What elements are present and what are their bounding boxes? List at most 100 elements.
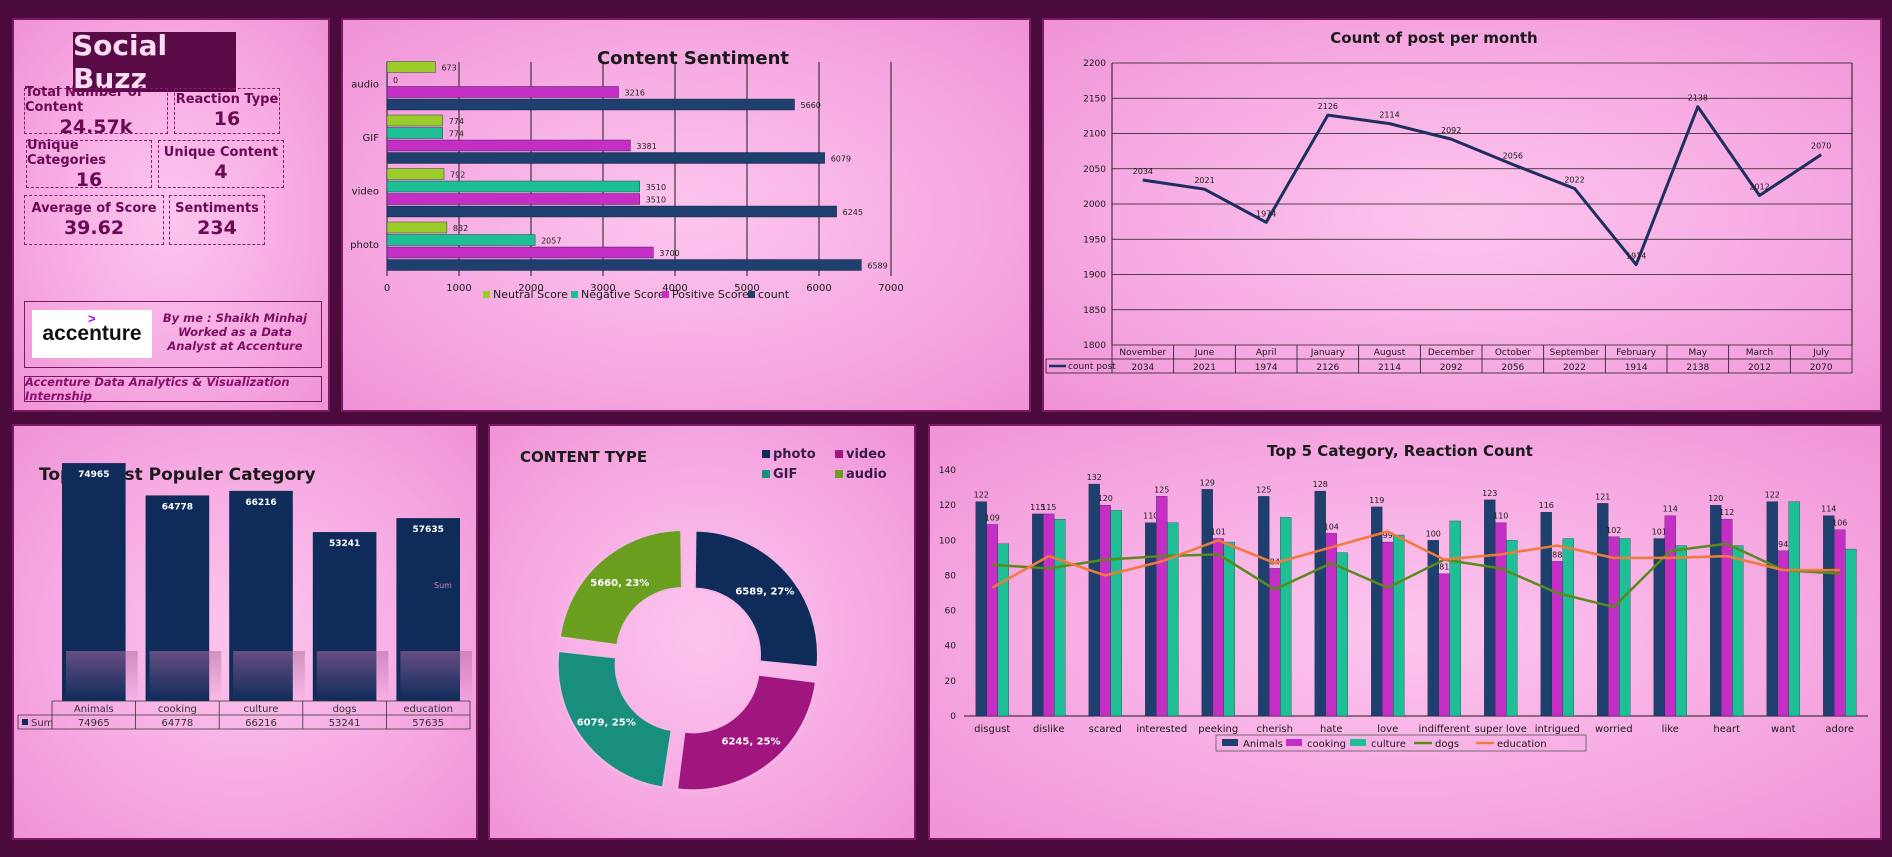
data-label: 774 [449,117,464,126]
legend-swatch [762,450,770,458]
bar-animals [1766,501,1778,717]
bar-culture [1788,501,1800,717]
bar-animals [1371,506,1383,717]
bar-negative-score [386,127,443,139]
bar-negative-score [386,234,536,246]
data-label: 53241 [329,539,360,549]
bar-animals [1484,499,1496,717]
legend-label: photo [773,447,816,462]
legend-box [1215,734,1587,752]
data-label: 774 [449,130,464,139]
x-category-label: hate [1320,724,1343,735]
bar-count [386,152,825,164]
bar-culture [1562,538,1574,717]
data-label: 2022 [1564,175,1584,184]
table-value: 2114 [1378,363,1401,373]
data-label: 116 [1539,501,1554,510]
data-label: 132 [1087,473,1102,482]
bar-cooking [1382,541,1394,717]
x-category-label: dogs [333,704,357,715]
x-category-label: September [1550,348,1600,358]
content-type-chart: CONTENT TYPE 6589, 27% 6245, 25% 6079, 25%… [520,447,887,792]
x-category-label: May [1689,348,1708,358]
kpi-value: 39.62 [63,217,125,239]
bar-neutral-score [386,114,443,127]
bar-shadow [400,651,472,701]
x-category-label: disgust [974,724,1010,735]
bar-animals [1540,512,1552,717]
data-label: 101 [1211,528,1226,537]
legend-swatch [1286,739,1302,746]
data-label: 104 [1324,522,1339,531]
bar-culture [1054,519,1066,717]
data-label: 1914 [1626,252,1646,261]
data-label: 5660, 23% [590,578,649,589]
x-category-label: culture [244,704,279,715]
slice-audio [558,529,683,647]
kpi-label: Total Number of Content [25,84,143,115]
data-label: 100 [1426,529,1441,538]
table-value: 1974 [1255,363,1278,373]
x-category-label: June [1194,348,1215,358]
table-value: 2126 [1316,363,1339,373]
data-label: 128 [1313,480,1328,489]
data-label: 3381 [636,142,656,151]
data-label: 110 [1493,512,1508,521]
table-value: 64778 [161,718,193,729]
data-label: 2070 [1811,142,1831,151]
bar-cooking [1664,515,1676,717]
bar-shadow [233,651,305,701]
bar-animals [1088,483,1100,717]
bar-cooking [1212,538,1224,717]
bar-animals [1258,496,1270,717]
bar-count [386,98,795,111]
bar-culture [1732,545,1744,717]
x-category-label: heart [1713,724,1740,735]
data-label: 115 [1030,503,1045,512]
bar-animals [1823,515,1835,717]
table-value: 2092 [1440,363,1463,373]
x-category-label: Animals [74,704,114,715]
x-category-label: love [1377,724,1398,735]
legend-swatch [22,719,28,725]
data-label: 1974 [1256,209,1276,218]
legend-label: Sum [31,718,53,729]
x-category-label: July [1812,348,1830,358]
bar-animals [1145,522,1157,717]
legend-label: Positive Score [672,288,749,301]
data-label: 101 [1652,528,1667,537]
data-label: 74965 [78,470,109,480]
legend-label: Neutral Score [493,288,568,301]
data-label: 832 [453,224,468,233]
chart-title: Top 5 Category, Reaction Count [1267,442,1533,460]
x-tick-label: 5000 [734,283,759,294]
bar-cooking [1834,529,1846,717]
bar-count [386,259,862,271]
data-label: 115 [1041,503,1056,512]
table-value: 1914 [1625,363,1648,373]
bar-positive-score [386,86,619,98]
count-post-line [1142,105,1822,267]
kpi-panel: Social Buzz Total Number of Content 24.5… [12,18,330,412]
x-category-label: March [1746,348,1773,358]
line-education [991,530,1840,589]
kpi-card-sentiments: Sentiments 234 [169,195,265,245]
slice-gif [556,649,673,789]
kpi-label: Unique Content [163,145,279,160]
data-label: 3216 [625,89,645,98]
bar-animals [1710,504,1722,717]
data-label: 5660 [801,101,821,110]
bar-positive-score [386,246,654,259]
reaction-count-chart: Top 5 Category, Reaction Count 0 20 40 60 80… [939,442,1868,752]
top-category-panel: Top 5 Most Populer Category 74965 64778 66… [12,424,478,840]
kpi-card-reaction-type: Reaction Type 16 [174,88,280,134]
x-category-label: super love [1475,724,1527,735]
data-label: 2092 [1441,126,1461,135]
data-label: 109 [985,513,1000,522]
data-label: 129 [1200,478,1215,487]
data-label: 66216 [245,498,276,508]
author-line: By me : Shaikh Minhaj [162,311,308,325]
x-category-label: peeking [1198,724,1238,735]
legend-swatch [1222,739,1238,746]
kpi-label: Sentiments [175,201,259,216]
